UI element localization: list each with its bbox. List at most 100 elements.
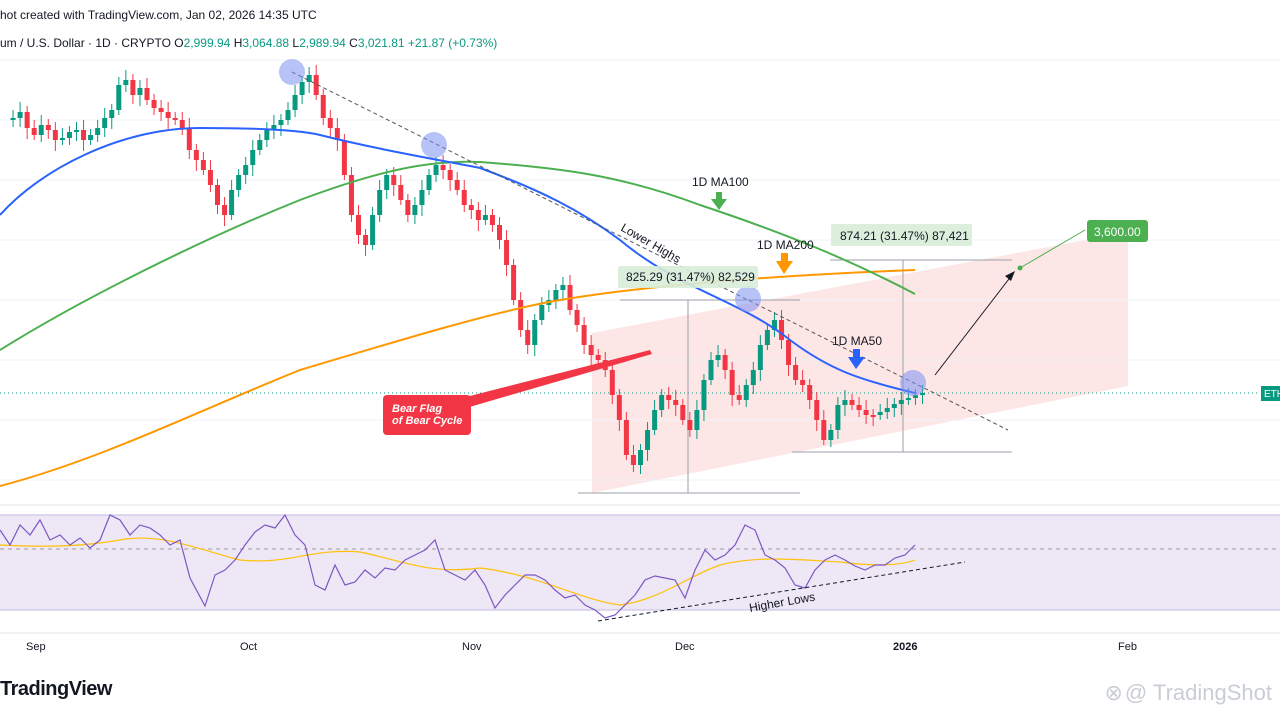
candle-body bbox=[17, 112, 23, 118]
candle-body bbox=[884, 408, 890, 412]
candle-body bbox=[257, 140, 263, 150]
candle-body bbox=[433, 165, 439, 175]
candle-body bbox=[687, 420, 693, 430]
measure2-box bbox=[831, 224, 972, 246]
x-tick-sep: Sep bbox=[26, 641, 46, 653]
candle-body bbox=[553, 290, 559, 300]
candle-body bbox=[779, 320, 784, 340]
candle-body bbox=[920, 393, 925, 395]
open-value: 2,999.94 bbox=[183, 36, 231, 50]
pivot-circles bbox=[279, 59, 926, 396]
candle-body bbox=[680, 405, 686, 420]
candle-body bbox=[264, 130, 270, 140]
candle-body bbox=[229, 190, 235, 215]
low-value: 2,989.94 bbox=[299, 36, 346, 50]
candle-body bbox=[236, 175, 242, 190]
rsi-band bbox=[0, 515, 1280, 610]
lower-highs-label: Lower Highs bbox=[619, 220, 684, 265]
candle-body bbox=[123, 80, 129, 85]
candle-body bbox=[849, 400, 855, 405]
bear-flag-label-1: Bear Flag bbox=[392, 403, 442, 415]
candle-body bbox=[736, 395, 742, 400]
price-tag-label: ETH bbox=[1264, 389, 1280, 400]
higher-lows-trendline bbox=[597, 561, 966, 622]
candle-body bbox=[348, 175, 354, 215]
candle-body bbox=[497, 225, 502, 240]
candle-body bbox=[715, 355, 721, 360]
ma50-label: 1D MA50 bbox=[832, 334, 882, 348]
candle-body bbox=[243, 165, 249, 175]
ohlc-legend: um / U.S. Dollar · 1D · CRYPTO O2,999.94… bbox=[0, 36, 497, 50]
candle-body bbox=[292, 95, 298, 110]
candle-body bbox=[807, 385, 813, 400]
high-value: 3,064.88 bbox=[242, 36, 290, 50]
candle-body bbox=[616, 395, 622, 420]
rsi-signal-line bbox=[0, 537, 916, 606]
candle-body bbox=[130, 80, 136, 95]
candle-body bbox=[673, 400, 679, 405]
candle-body bbox=[200, 160, 206, 170]
candle-body bbox=[856, 405, 862, 410]
candle-body bbox=[10, 118, 16, 120]
symbol-title: um / U.S. Dollar · 1D · CRYPTO bbox=[0, 36, 171, 50]
ma200-label: 1D MA200 bbox=[757, 238, 814, 252]
candle-body bbox=[179, 120, 185, 128]
bear-flag-label-2: of Bear Cycle bbox=[392, 415, 462, 427]
candle-body bbox=[391, 175, 397, 185]
candle-body bbox=[835, 405, 841, 430]
candle-body bbox=[771, 320, 777, 330]
candle-body bbox=[144, 88, 150, 100]
candle-body bbox=[377, 190, 383, 215]
bear-flag-box bbox=[383, 395, 471, 435]
tradingview-logo-text: TradingView bbox=[0, 678, 112, 700]
candle-body bbox=[405, 200, 411, 215]
candle-body bbox=[24, 112, 30, 128]
candle-body bbox=[109, 110, 115, 118]
candle-body bbox=[363, 235, 369, 245]
candle-body bbox=[313, 75, 319, 95]
candle-body bbox=[306, 75, 312, 82]
target-label: 3,600.00 bbox=[1094, 225, 1141, 239]
candle-body bbox=[574, 310, 580, 325]
ma100-label: 1D MA100 bbox=[692, 175, 749, 189]
candle-body bbox=[743, 385, 749, 400]
candle-body bbox=[475, 210, 481, 220]
candle-body bbox=[165, 112, 171, 118]
candle-body bbox=[327, 118, 333, 128]
candle-body bbox=[81, 130, 87, 140]
candle-body bbox=[539, 305, 545, 320]
candle-body bbox=[645, 430, 651, 450]
candle-body bbox=[666, 395, 672, 400]
candle-body bbox=[207, 170, 213, 185]
ma50-arrow-icon bbox=[848, 349, 865, 369]
bear-flag-arrow bbox=[462, 350, 652, 408]
candle-body bbox=[440, 165, 446, 170]
candle-body bbox=[412, 205, 418, 215]
candle-body bbox=[757, 345, 763, 370]
ma100-line bbox=[0, 160, 916, 351]
candle-body bbox=[398, 185, 404, 200]
x-tick-2026: 2026 bbox=[893, 641, 917, 653]
ma100-arrow-icon bbox=[711, 192, 727, 210]
candle-body bbox=[356, 215, 361, 235]
candle-body bbox=[764, 330, 770, 345]
candle-body bbox=[588, 345, 594, 355]
low-label: L bbox=[292, 36, 300, 50]
candle-body bbox=[95, 128, 101, 135]
candle-body bbox=[800, 380, 806, 385]
candle-body bbox=[609, 370, 615, 395]
candle-body bbox=[870, 415, 876, 417]
candle-body bbox=[193, 150, 199, 160]
candle-body bbox=[341, 140, 347, 175]
candle-body bbox=[116, 85, 122, 110]
ma50-line bbox=[0, 126, 916, 394]
candle-body bbox=[842, 400, 848, 405]
candle-body bbox=[74, 130, 79, 132]
candle-body bbox=[250, 150, 256, 165]
close-label: C bbox=[349, 36, 358, 50]
candle-body bbox=[102, 118, 108, 128]
candle-body bbox=[419, 190, 425, 205]
candle-body bbox=[45, 125, 51, 130]
candle-body bbox=[729, 370, 735, 395]
